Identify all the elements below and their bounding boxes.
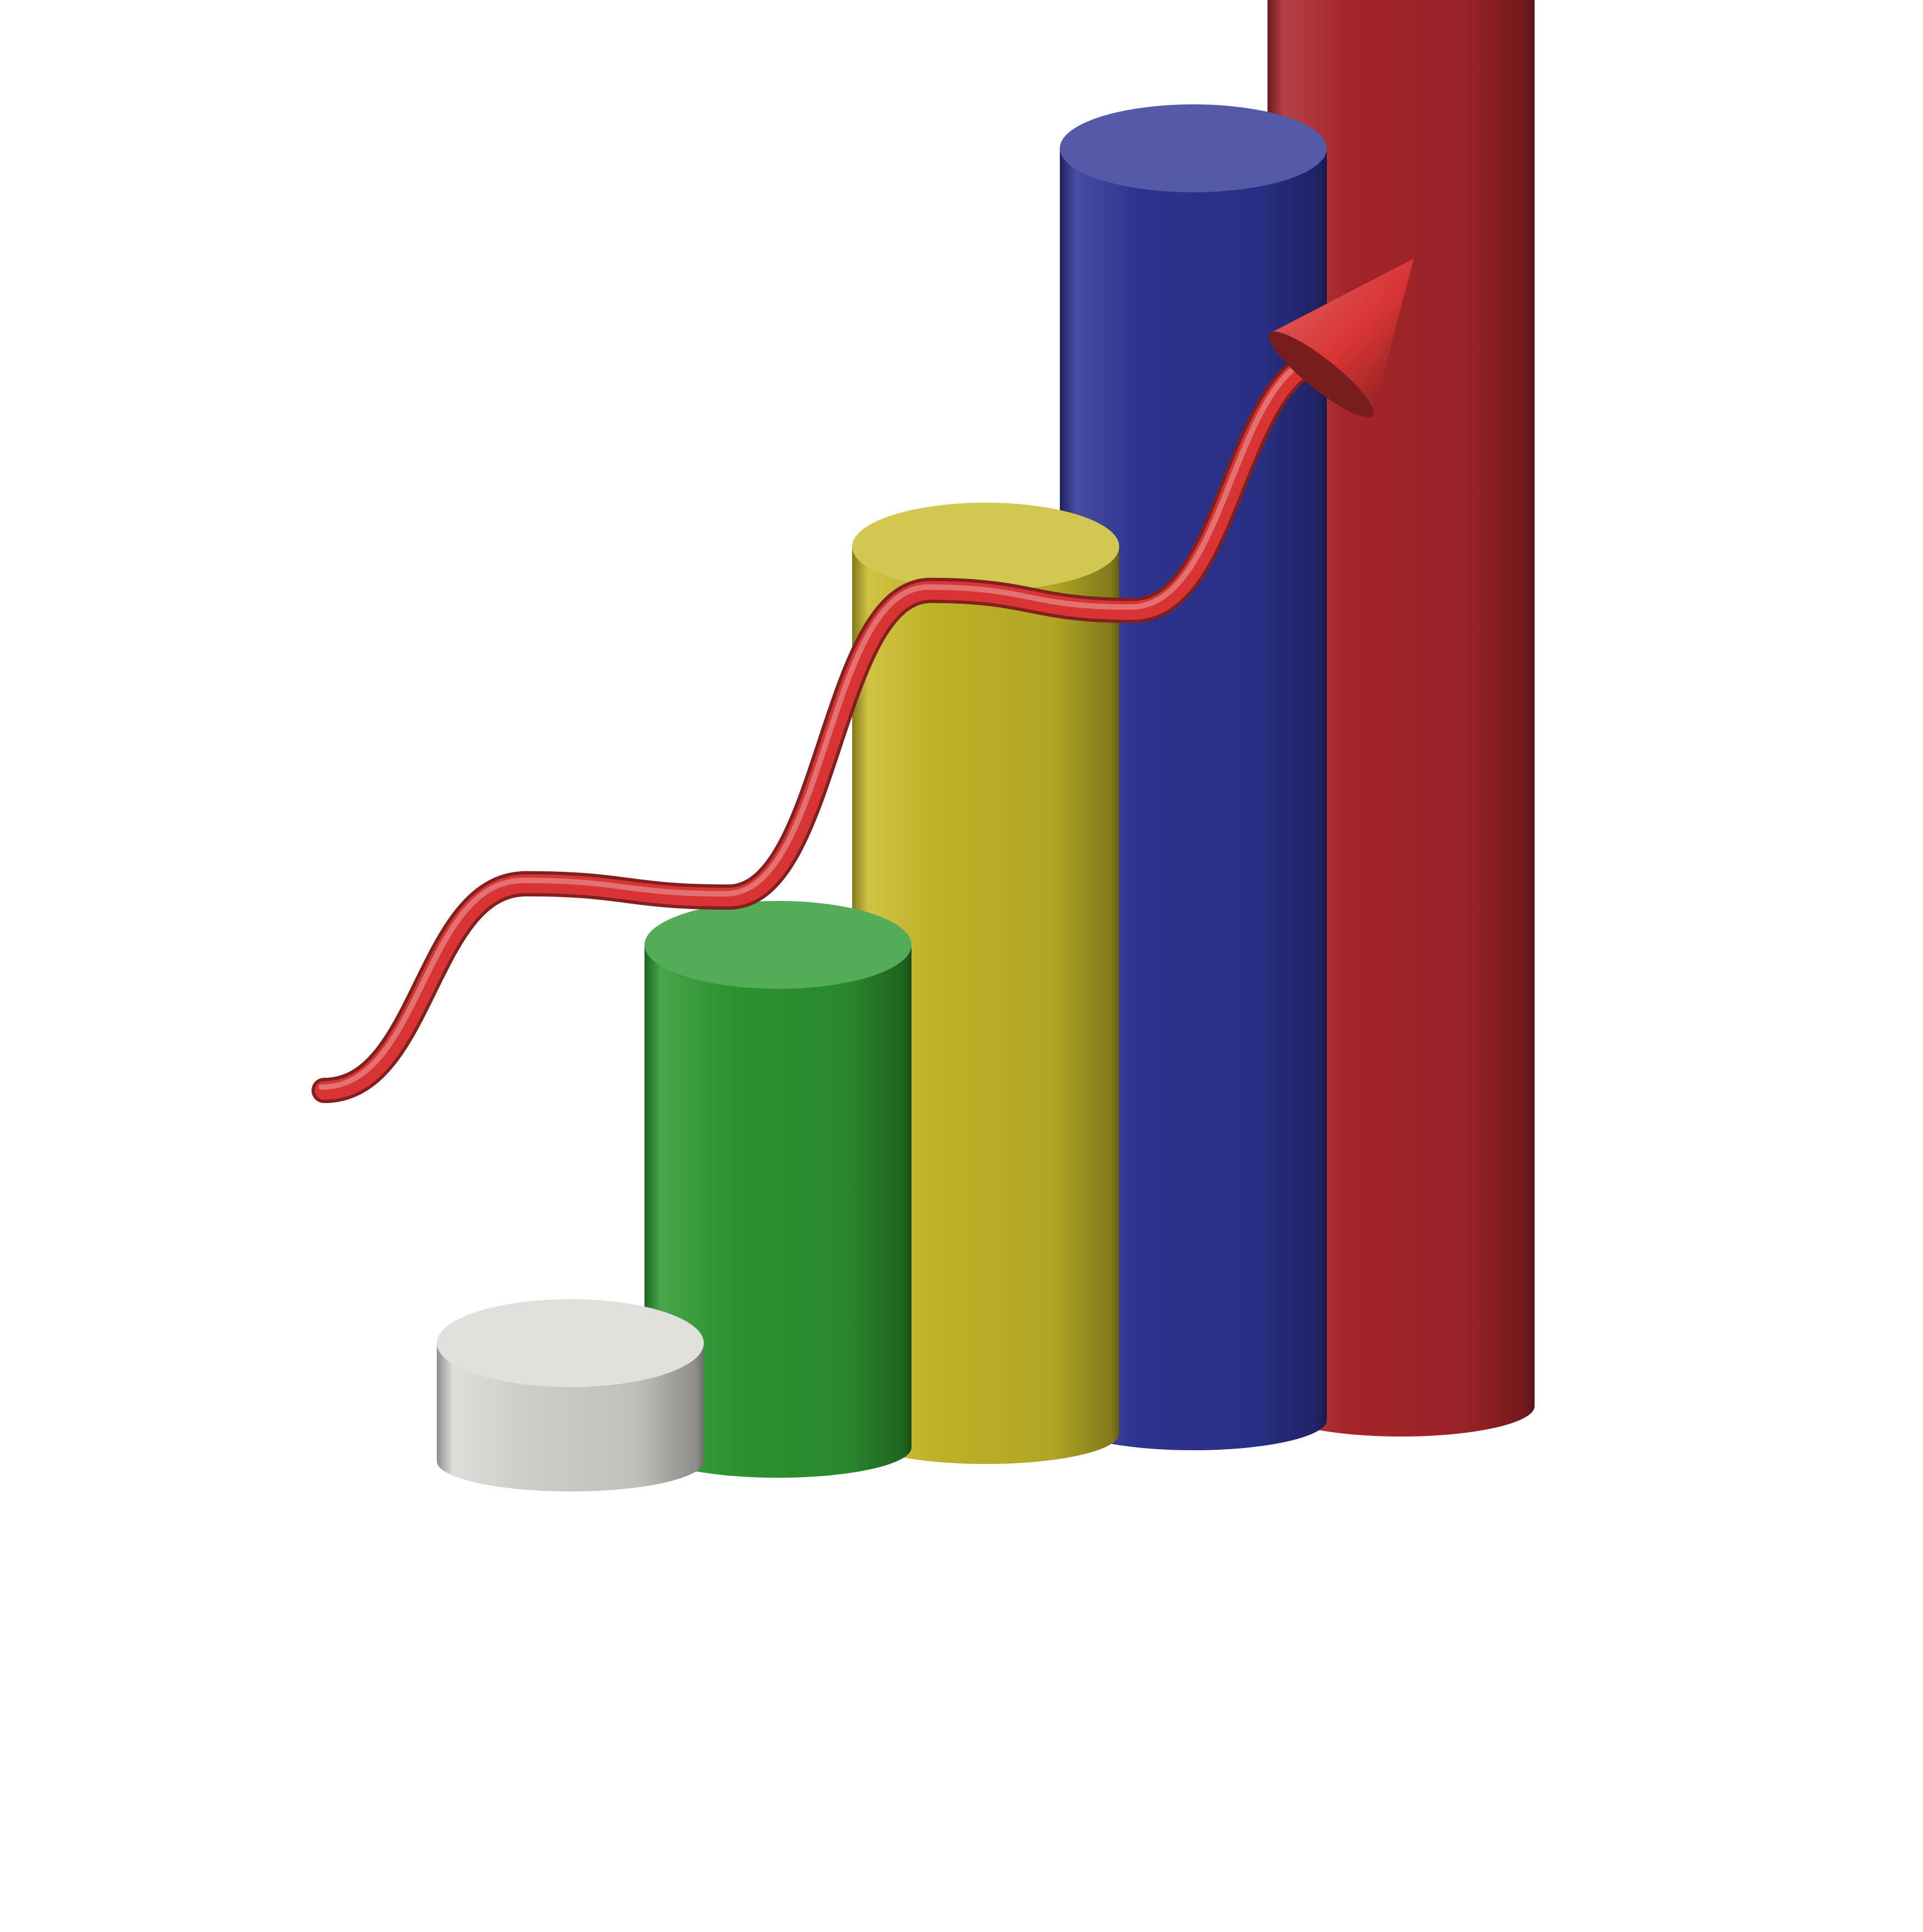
bar-1	[437, 1299, 704, 1491]
bar-2-top	[644, 901, 912, 989]
bar-4-top	[1060, 104, 1327, 192]
bar-3-body	[852, 547, 1119, 1464]
bar-3	[852, 503, 1119, 1464]
bar-4	[1060, 104, 1327, 1450]
bar-2	[644, 901, 912, 1478]
bar-2-body	[644, 945, 912, 1478]
bar-1-top	[437, 1299, 704, 1387]
bar-3-top	[852, 503, 1119, 591]
bars-layer	[437, 0, 1535, 1491]
arrowhead-icon	[1269, 258, 1414, 417]
trend-line-highlight	[319, 351, 1335, 1090]
trend-layer	[312, 258, 1414, 1103]
bar-4-body	[1060, 148, 1327, 1450]
trend-line	[315, 348, 1344, 1100]
